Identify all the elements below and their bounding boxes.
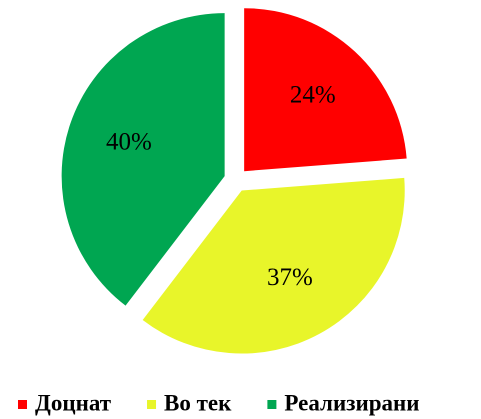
value-label: 37% bbox=[267, 264, 313, 291]
pie-slice bbox=[142, 177, 405, 354]
legend-swatch bbox=[267, 400, 277, 409]
value-label: 40% bbox=[106, 128, 152, 155]
value-label: 24% bbox=[290, 82, 336, 109]
pie-slice bbox=[61, 13, 225, 306]
legend-label: Во тек bbox=[164, 390, 232, 415]
pie-slice bbox=[244, 8, 407, 172]
legend-label: Реализирани bbox=[284, 390, 419, 415]
legend-label: Доцнат bbox=[35, 390, 112, 415]
legend-swatch bbox=[18, 400, 27, 409]
legend-swatch bbox=[147, 400, 157, 409]
